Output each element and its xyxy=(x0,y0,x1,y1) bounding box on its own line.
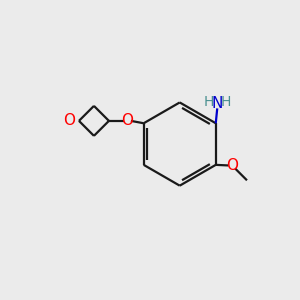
Text: O: O xyxy=(226,158,238,173)
Text: H: H xyxy=(204,95,214,110)
Text: H: H xyxy=(220,95,231,110)
Text: O: O xyxy=(121,113,133,128)
Text: O: O xyxy=(63,113,75,128)
Text: N: N xyxy=(212,96,223,111)
